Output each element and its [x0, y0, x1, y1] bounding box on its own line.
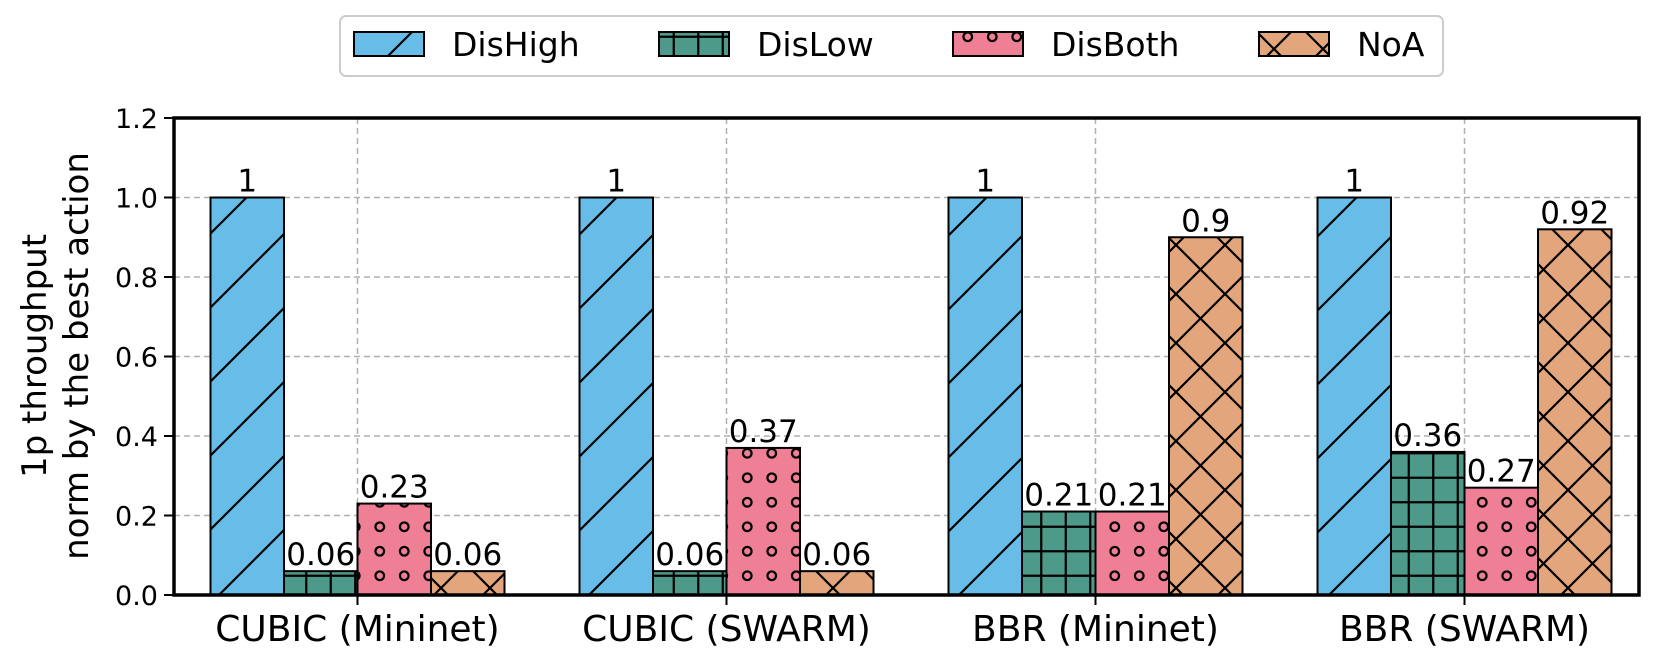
y-tick-label: 0.4 — [115, 422, 158, 453]
bar-hatch — [652, 570, 728, 597]
bar-hatch — [1021, 510, 1097, 596]
y-tick-label: 1.2 — [115, 104, 158, 135]
data-label: 0.23 — [360, 470, 429, 506]
bar-hatch — [1390, 450, 1466, 596]
y-axis-label: 1p throughput norm by the best action — [15, 152, 97, 560]
legend-label: NoA — [1357, 25, 1425, 64]
bar-hatch — [1463, 486, 1539, 596]
bar-hatch — [1537, 228, 1613, 597]
legend: DisHigh DisLow DisBoth NoA — [339, 15, 1444, 77]
data-labels: 1 1 1 1 0.06 0.06 0.21 0.36 0.23 0.37 0.21 0.27 0.06… — [237, 164, 1609, 574]
data-label: 0.27 — [1467, 454, 1536, 490]
y-tick-label: 0.0 — [115, 581, 158, 612]
data-label: 1 — [606, 164, 626, 200]
bars — [209, 196, 1613, 597]
data-label: 1 — [1344, 164, 1364, 200]
legend-swatch-hatch — [1258, 31, 1330, 57]
data-label: 0.21 — [1024, 478, 1093, 514]
bar-hatch — [1094, 510, 1170, 596]
y-axis-title-line: 1p throughput — [15, 234, 55, 478]
x-tick-label: BBR (SWARM) — [1339, 609, 1590, 650]
data-label: 0.92 — [1540, 195, 1609, 231]
x-tick-label: CUBIC (SWARM) — [582, 609, 871, 650]
axes: 0.0 0.2 0.4 0.6 0.8 1.0 1.2 CUBIC (Mininet) CUBI… — [115, 104, 1590, 650]
x-tick-label: CUBIC (Mininet) — [215, 609, 499, 650]
data-label: 0.06 — [802, 537, 871, 573]
y-axis-title-line: norm by the best action — [57, 152, 97, 560]
data-label: 0.06 — [655, 537, 724, 573]
legend-swatch-hatch — [353, 31, 425, 57]
legend-box — [339, 15, 1444, 77]
bar-hatch — [283, 570, 359, 597]
bar-hatch — [578, 196, 654, 596]
data-label: 0.06 — [286, 537, 355, 573]
bar-hatch — [356, 502, 432, 597]
data-label: 0.9 — [1181, 203, 1230, 239]
data-label: 1 — [237, 164, 257, 200]
bar-hatch — [799, 570, 875, 597]
bar-hatch — [1168, 236, 1244, 596]
bar-hatch — [947, 196, 1023, 596]
data-label: 1 — [975, 164, 995, 200]
data-label: 0.06 — [433, 537, 502, 573]
bar-hatch — [430, 570, 506, 597]
legend-label: DisLow — [757, 25, 874, 64]
data-label: 0.36 — [1393, 418, 1462, 454]
x-tick-label: BBR (Mininet) — [972, 609, 1219, 650]
y-tick-label: 0.8 — [115, 263, 158, 294]
y-tick-label: 0.6 — [115, 343, 158, 374]
legend-swatch-hatch — [952, 31, 1024, 57]
legend-label: DisHigh — [452, 25, 580, 64]
bar-hatch — [209, 196, 285, 596]
y-tick-label: 1.0 — [115, 184, 158, 215]
bar-hatch — [1316, 196, 1392, 596]
legend-label: DisBoth — [1051, 25, 1179, 64]
y-tick-label: 0.2 — [115, 502, 158, 533]
data-label: 0.37 — [729, 414, 798, 450]
bar-hatch — [725, 446, 801, 596]
legend-swatch-hatch — [658, 31, 730, 57]
data-label: 0.21 — [1098, 478, 1167, 514]
